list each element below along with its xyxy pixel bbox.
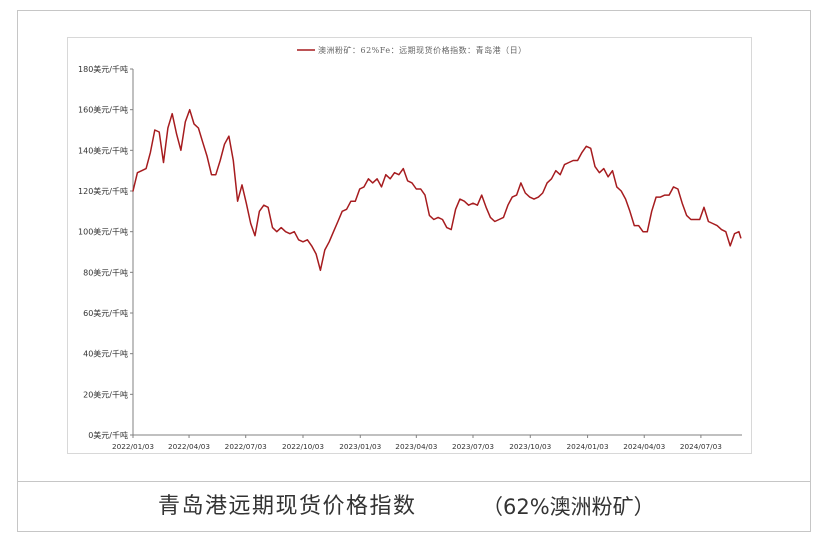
legend: 澳洲粉矿：62%Fe：远期现货价格指数：青岛港（日） bbox=[297, 45, 527, 55]
y-tick-label: 180美元/千吨 bbox=[78, 64, 128, 74]
axes: 0美元/千吨 20美元/千吨 40美元/千吨 60美元/千吨 80美元/千吨 100美元/… bbox=[78, 64, 742, 451]
caption-title: 青岛港远期现货价格指数 bbox=[158, 494, 417, 519]
x-tick-label: 2024/07/03 bbox=[680, 442, 722, 451]
x-tick-label: 2022/07/03 bbox=[225, 442, 267, 451]
x-tick-label: 2022/01/03 bbox=[112, 442, 154, 451]
y-tick-label: 0美元/千吨 bbox=[88, 430, 128, 440]
x-tick-label: 2023/07/03 bbox=[452, 442, 494, 451]
legend-label: 澳洲粉矿：62%Fe：远期现货价格指数：青岛港（日） bbox=[318, 45, 527, 55]
caption-divider bbox=[17, 481, 811, 482]
y-tick-label: 120美元/千吨 bbox=[78, 186, 128, 196]
caption-subtitle: （62%澳洲粉矿） bbox=[482, 495, 655, 519]
x-tick-label: 2024/01/03 bbox=[567, 442, 609, 451]
series-layer bbox=[132, 108, 742, 272]
chart-frame bbox=[67, 37, 752, 454]
x-tick-label: 2023/04/03 bbox=[395, 442, 437, 451]
y-tick-label: 140美元/千吨 bbox=[78, 145, 128, 155]
series-line bbox=[132, 108, 742, 272]
y-tick-label: 40美元/千吨 bbox=[83, 349, 128, 359]
y-tick-label: 20美元/千吨 bbox=[83, 389, 128, 399]
x-tick-label: 2023/01/03 bbox=[339, 442, 381, 451]
y-tick-label: 60美元/千吨 bbox=[83, 308, 128, 318]
y-tick-label: 160美元/千吨 bbox=[78, 105, 128, 115]
figure-frame bbox=[17, 10, 811, 532]
x-tick-label: 2024/04/03 bbox=[623, 442, 665, 451]
y-tick-label: 80美元/千吨 bbox=[83, 267, 128, 277]
x-tick-label: 2022/10/03 bbox=[282, 442, 324, 451]
y-tick-label: 100美元/千吨 bbox=[78, 227, 128, 237]
x-tick-label: 2023/10/03 bbox=[509, 442, 551, 451]
x-tick-label: 2022/04/03 bbox=[168, 442, 210, 451]
